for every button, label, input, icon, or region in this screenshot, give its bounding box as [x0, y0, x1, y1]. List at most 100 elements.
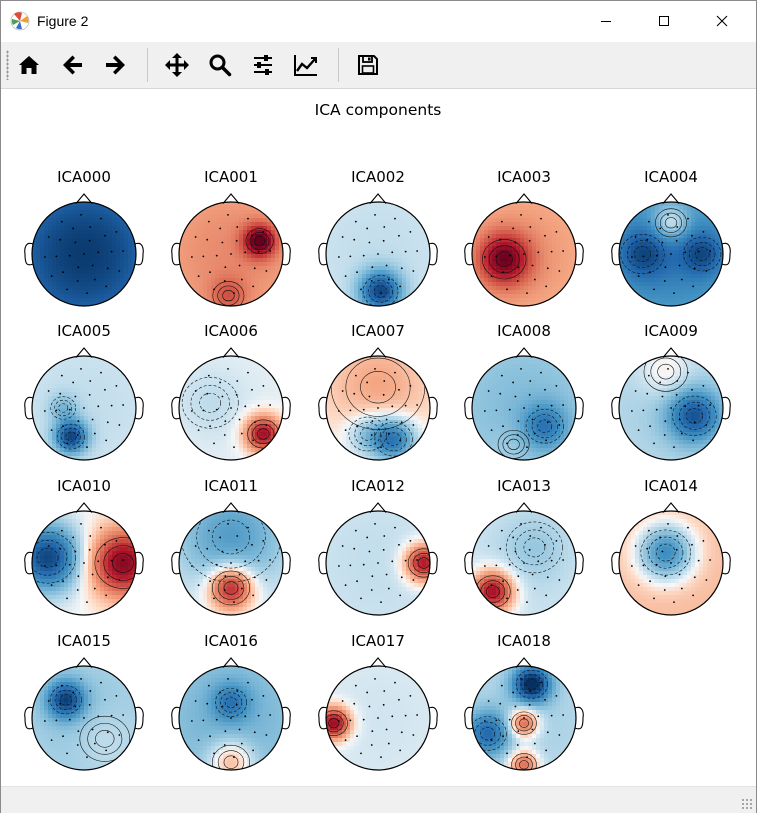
zoom-button[interactable]: [203, 48, 237, 82]
sensor-dot: [233, 292, 235, 295]
sensor-dot: [257, 559, 260, 562]
sensor-dot: [353, 547, 356, 550]
sensor-dot: [66, 442, 68, 445]
sensor-dot: [545, 749, 548, 752]
head-outline: [618, 201, 724, 307]
topomap-grid: ICA000 ICA001 ICA002 ICA003 ICA004 ICA005 ICA0…: [24, 168, 731, 771]
head-outline: [178, 201, 284, 307]
sensor-dot: [520, 522, 522, 525]
sensor-dot: [502, 580, 504, 583]
sensor-dot: [412, 270, 415, 272]
contour-line: [515, 715, 533, 732]
sensor-dot: [526, 601, 528, 604]
sensor-dot: [399, 439, 402, 442]
sensor-dot: [83, 407, 85, 409]
home-button[interactable]: [12, 48, 46, 82]
sensor-dot: [634, 545, 637, 547]
sensor-dot: [684, 251, 687, 254]
back-button[interactable]: [56, 48, 90, 82]
maximize-button[interactable]: [635, 1, 693, 41]
sensor-dot: [344, 739, 347, 742]
contour-line: [672, 395, 717, 436]
right-ear-outline: [428, 396, 438, 420]
sensor-dot: [383, 690, 386, 692]
topomap-title: ICA003: [497, 168, 551, 186]
title-bar: Figure 2: [1, 1, 756, 41]
sensor-dot: [80, 522, 82, 525]
pan-button[interactable]: [160, 48, 194, 82]
sensor-dot: [490, 739, 493, 742]
sensor-dot: [550, 559, 553, 562]
head-outline: [471, 665, 577, 771]
sensor-dot: [558, 424, 561, 426]
figure-canvas[interactable]: ICA components ICA000 ICA001 ICA002 ICA003 I…: [3, 89, 754, 785]
sensor-dot: [76, 280, 79, 282]
sensor-dot: [546, 421, 549, 424]
configure-subplots-button[interactable]: [246, 48, 280, 82]
save-button[interactable]: [351, 48, 385, 82]
contour-line: [94, 537, 136, 589]
sensor-dot: [667, 522, 669, 525]
sensor-dot: [209, 580, 211, 583]
sensor-dot: [514, 705, 517, 708]
sensor-dot: [194, 545, 197, 547]
sensor-dot: [398, 698, 400, 701]
sensor-dot: [664, 575, 667, 578]
sensor-dot: [206, 547, 209, 550]
sensor-dot: [213, 288, 215, 291]
sensor-dot: [341, 700, 344, 702]
head-outline: [325, 201, 431, 307]
sensor-dot: [667, 213, 669, 216]
sensor-dot: [540, 526, 542, 529]
sensor-dot: [709, 250, 712, 252]
sensor-dot: [353, 238, 356, 241]
sensor-dot: [382, 239, 385, 242]
sensor-dot: [356, 580, 358, 583]
sensor-dot: [349, 564, 352, 567]
topomap-ica006: ICA006: [171, 322, 291, 461]
sensor-dot: [667, 367, 669, 370]
sensor-dot: [224, 575, 227, 578]
edit-axis-button[interactable]: [289, 48, 323, 82]
sensor-dot: [265, 579, 268, 581]
topomap-ica008: ICA008: [464, 322, 584, 461]
contour-line: [249, 232, 270, 250]
sensor-dot: [55, 564, 58, 567]
sensor-dot: [227, 213, 229, 216]
sensor-dot: [483, 256, 486, 258]
left-ear-outline: [24, 706, 34, 730]
minimize-button[interactable]: [577, 1, 635, 41]
forward-button[interactable]: [98, 48, 132, 82]
sensor-dot: [555, 539, 558, 542]
contour-line: [223, 755, 239, 769]
sensor-dot: [691, 234, 693, 237]
contour-line: [103, 545, 136, 581]
resize-grip-icon[interactable]: [741, 798, 753, 810]
sensor-dot: [86, 601, 88, 604]
sensor-dot: [190, 410, 193, 412]
sensor-dot: [391, 560, 394, 563]
sensor-dot: [380, 446, 382, 449]
sensor-dot: [678, 264, 681, 267]
right-ear-outline: [574, 551, 584, 575]
left-ear-outline: [318, 706, 328, 730]
contour-line: [380, 427, 407, 452]
contour-line: [643, 356, 688, 392]
sensor-dot: [399, 749, 402, 752]
contour-line: [531, 414, 558, 439]
toolbar-grip[interactable]: [6, 50, 9, 80]
sensor-dot: [382, 548, 385, 551]
sensor-dot: [110, 714, 113, 717]
sensor-dot: [500, 374, 503, 377]
close-button[interactable]: [693, 1, 751, 41]
sensor-dot: [344, 429, 347, 432]
sensor-dot: [230, 407, 232, 409]
sensor-dot: [209, 735, 211, 738]
sensor-dot: [558, 734, 561, 736]
sensor-dot: [630, 410, 633, 412]
sensor-dot: [377, 562, 379, 564]
sensor-dot: [238, 573, 241, 576]
contour-line: [59, 694, 72, 706]
sensor-dot: [235, 703, 238, 706]
